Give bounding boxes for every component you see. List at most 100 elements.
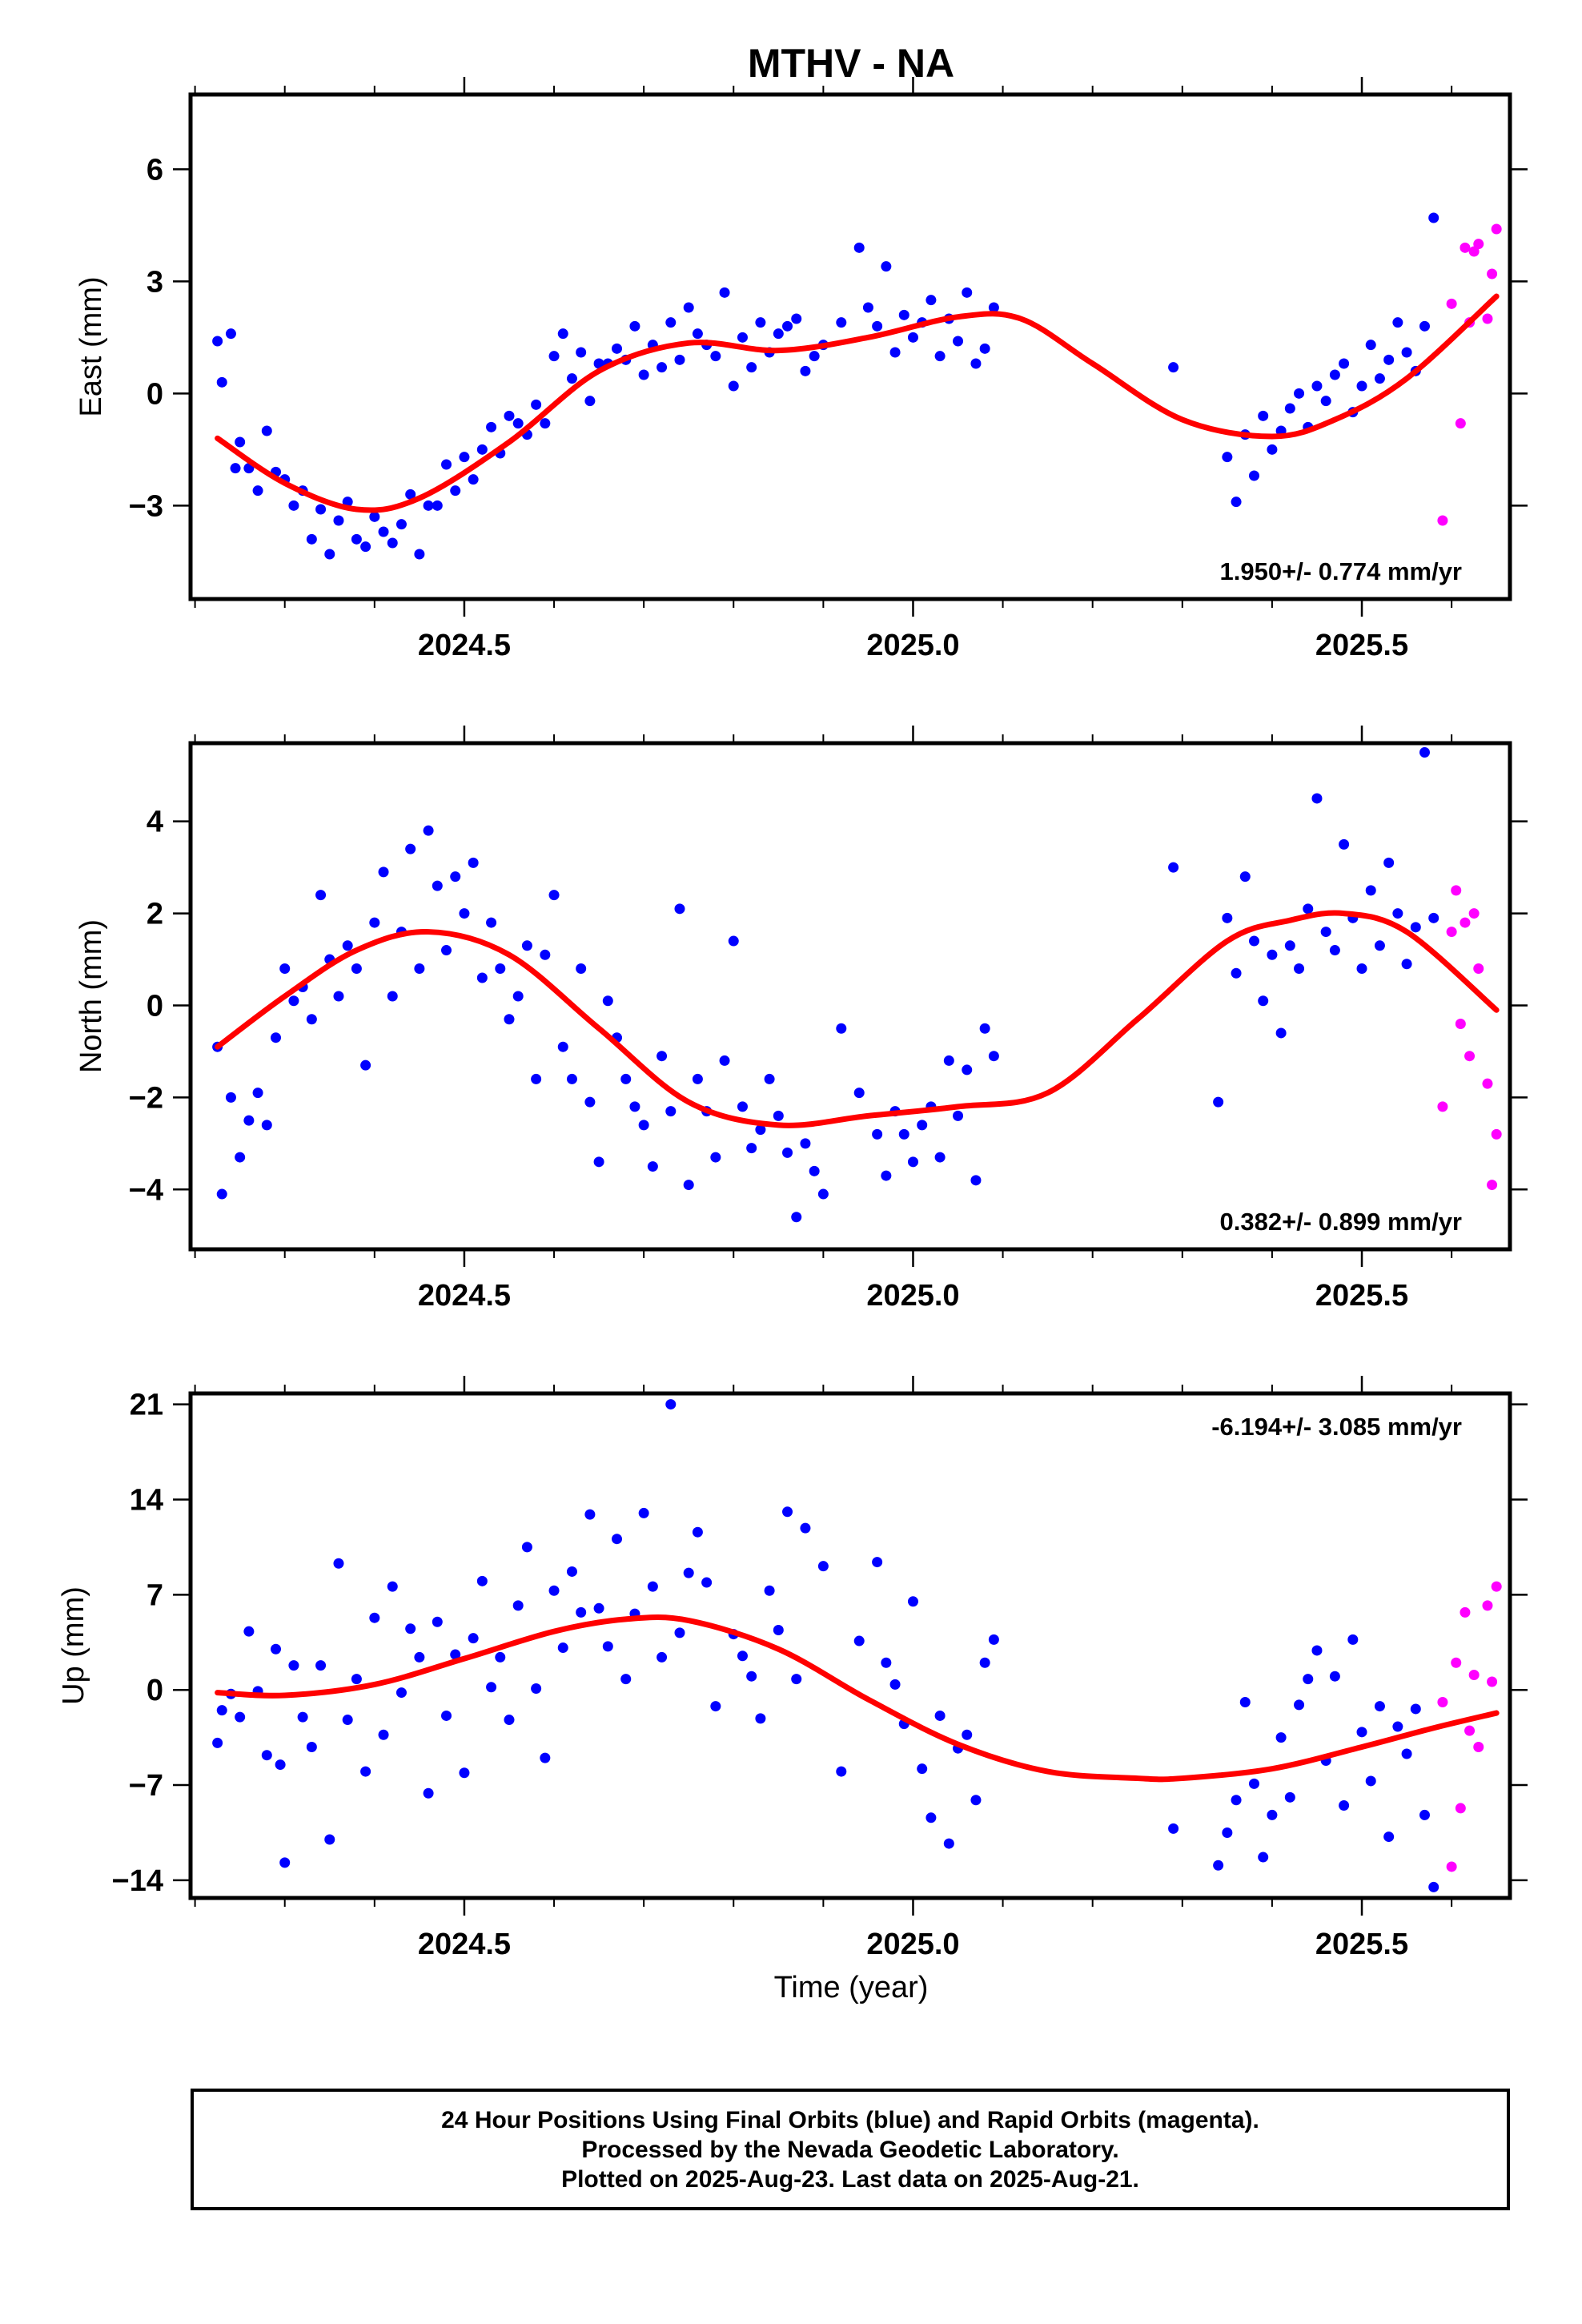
final-orbit-point xyxy=(602,1641,613,1652)
final-orbit-point xyxy=(638,1120,649,1131)
final-orbit-point xyxy=(620,1073,632,1084)
final-orbit-point xyxy=(1267,949,1278,960)
final-orbit-point xyxy=(665,317,677,328)
rapid-orbit-point xyxy=(1460,917,1471,928)
final-orbit-point xyxy=(872,320,883,332)
final-orbit-point xyxy=(1329,945,1340,956)
final-orbit-point xyxy=(1231,1795,1242,1806)
final-orbit-point xyxy=(405,1623,416,1634)
final-orbit-point xyxy=(773,1624,784,1635)
final-orbit-point xyxy=(800,365,811,376)
final-orbit-point xyxy=(1231,967,1242,979)
final-orbit-point xyxy=(836,1023,847,1034)
plot-frame xyxy=(188,92,1512,601)
final-orbit-point xyxy=(288,500,299,511)
x-tick-label: 2025.5 xyxy=(1315,1279,1408,1313)
y-tick-label: −3 xyxy=(129,489,163,523)
final-orbit-point xyxy=(1320,927,1331,938)
final-orbit-point xyxy=(459,908,470,919)
final-orbit-point xyxy=(782,320,793,332)
x-tick-label: 2025.0 xyxy=(866,1279,959,1313)
final-orbit-point xyxy=(817,1188,829,1200)
final-orbit-point xyxy=(1275,1732,1287,1743)
final-orbit-point xyxy=(369,511,380,522)
final-orbit-point xyxy=(306,1014,317,1025)
x-tick-label: 2025.5 xyxy=(1315,1928,1408,1961)
final-orbit-point xyxy=(764,1585,775,1596)
final-orbit-point xyxy=(275,1759,286,1771)
final-orbit-point xyxy=(692,1526,703,1538)
final-orbit-point xyxy=(279,1857,291,1868)
y-axis-label: North (mm) xyxy=(74,919,108,1073)
final-orbit-point xyxy=(943,1055,954,1066)
final-orbit-point xyxy=(1168,1823,1179,1834)
final-orbit-point xyxy=(1329,369,1340,380)
final-orbit-point xyxy=(1410,922,1421,933)
rapid-orbit-point xyxy=(1464,1725,1476,1736)
final-orbit-point xyxy=(324,549,335,560)
final-orbit-point xyxy=(1239,1696,1251,1707)
final-orbit-point xyxy=(1383,857,1395,868)
final-orbit-point xyxy=(396,1687,407,1699)
final-orbit-point xyxy=(1419,320,1430,332)
y-tick-label: 0 xyxy=(147,377,163,411)
rapid-orbit-point xyxy=(1491,1581,1502,1592)
final-orbit-point xyxy=(853,1088,865,1099)
final-orbit-point xyxy=(926,1812,937,1823)
final-orbit-point xyxy=(773,1110,784,1121)
final-orbit-point xyxy=(396,519,407,530)
final-orbit-point xyxy=(853,1635,865,1647)
final-orbit-point xyxy=(360,1766,371,1777)
final-orbit-point xyxy=(414,549,425,560)
final-orbit-point xyxy=(557,1642,568,1654)
final-orbit-point xyxy=(853,242,865,253)
final-orbit-point xyxy=(235,1711,246,1723)
final-orbit-point xyxy=(881,1170,892,1181)
x-tick-label: 2025.5 xyxy=(1315,629,1408,662)
final-orbit-point xyxy=(710,1152,721,1163)
final-orbit-point xyxy=(953,1110,964,1121)
final-orbit-point xyxy=(1347,1634,1359,1645)
final-orbit-point xyxy=(557,1041,568,1052)
final-orbit-point xyxy=(540,1752,551,1763)
rate-label: 1.950+/- 0.774 mm/yr xyxy=(1220,557,1462,585)
final-orbit-point xyxy=(692,328,703,340)
final-orbit-point xyxy=(548,351,560,362)
final-orbit-point xyxy=(495,1651,506,1663)
final-orbit-point xyxy=(1428,1881,1439,1892)
final-orbit-point xyxy=(432,880,443,891)
final-orbit-point xyxy=(212,336,223,347)
final-orbit-point xyxy=(423,1787,434,1799)
x-axis-label: Time (year) xyxy=(774,1971,929,2004)
rapid-orbit-point xyxy=(1482,1600,1493,1611)
final-orbit-point xyxy=(459,1767,470,1779)
final-orbit-point xyxy=(225,1092,236,1103)
final-orbit-point xyxy=(486,917,497,928)
final-orbit-point xyxy=(665,1399,677,1410)
final-orbit-point xyxy=(881,261,892,272)
final-orbit-point xyxy=(450,485,461,497)
rapid-orbit-point xyxy=(1460,1606,1471,1618)
final-orbit-point xyxy=(441,945,452,956)
final-orbit-point xyxy=(962,1729,973,1740)
final-orbit-point xyxy=(683,302,694,313)
final-orbit-point xyxy=(405,489,416,500)
final-orbit-point xyxy=(970,358,982,369)
final-orbit-point xyxy=(979,1657,990,1668)
final-orbit-point xyxy=(889,347,901,358)
x-tick-label: 2025.0 xyxy=(866,1928,959,1961)
final-orbit-point xyxy=(1374,940,1385,951)
final-orbit-point xyxy=(674,1627,685,1638)
y-tick-label: −4 xyxy=(129,1173,163,1207)
final-orbit-point xyxy=(746,1671,757,1682)
final-orbit-point xyxy=(512,991,524,1002)
final-orbit-point xyxy=(243,1115,255,1126)
final-orbit-point xyxy=(1284,940,1295,951)
final-orbit-point xyxy=(593,1156,604,1168)
final-orbit-point xyxy=(934,1152,946,1163)
final-orbit-point xyxy=(486,421,497,432)
final-orbit-point xyxy=(1401,1748,1412,1759)
final-orbit-point xyxy=(521,940,532,951)
final-orbit-point xyxy=(387,1581,398,1592)
final-orbit-point xyxy=(369,917,380,928)
